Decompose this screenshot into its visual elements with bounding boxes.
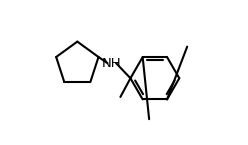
Text: NH: NH [102, 57, 122, 70]
